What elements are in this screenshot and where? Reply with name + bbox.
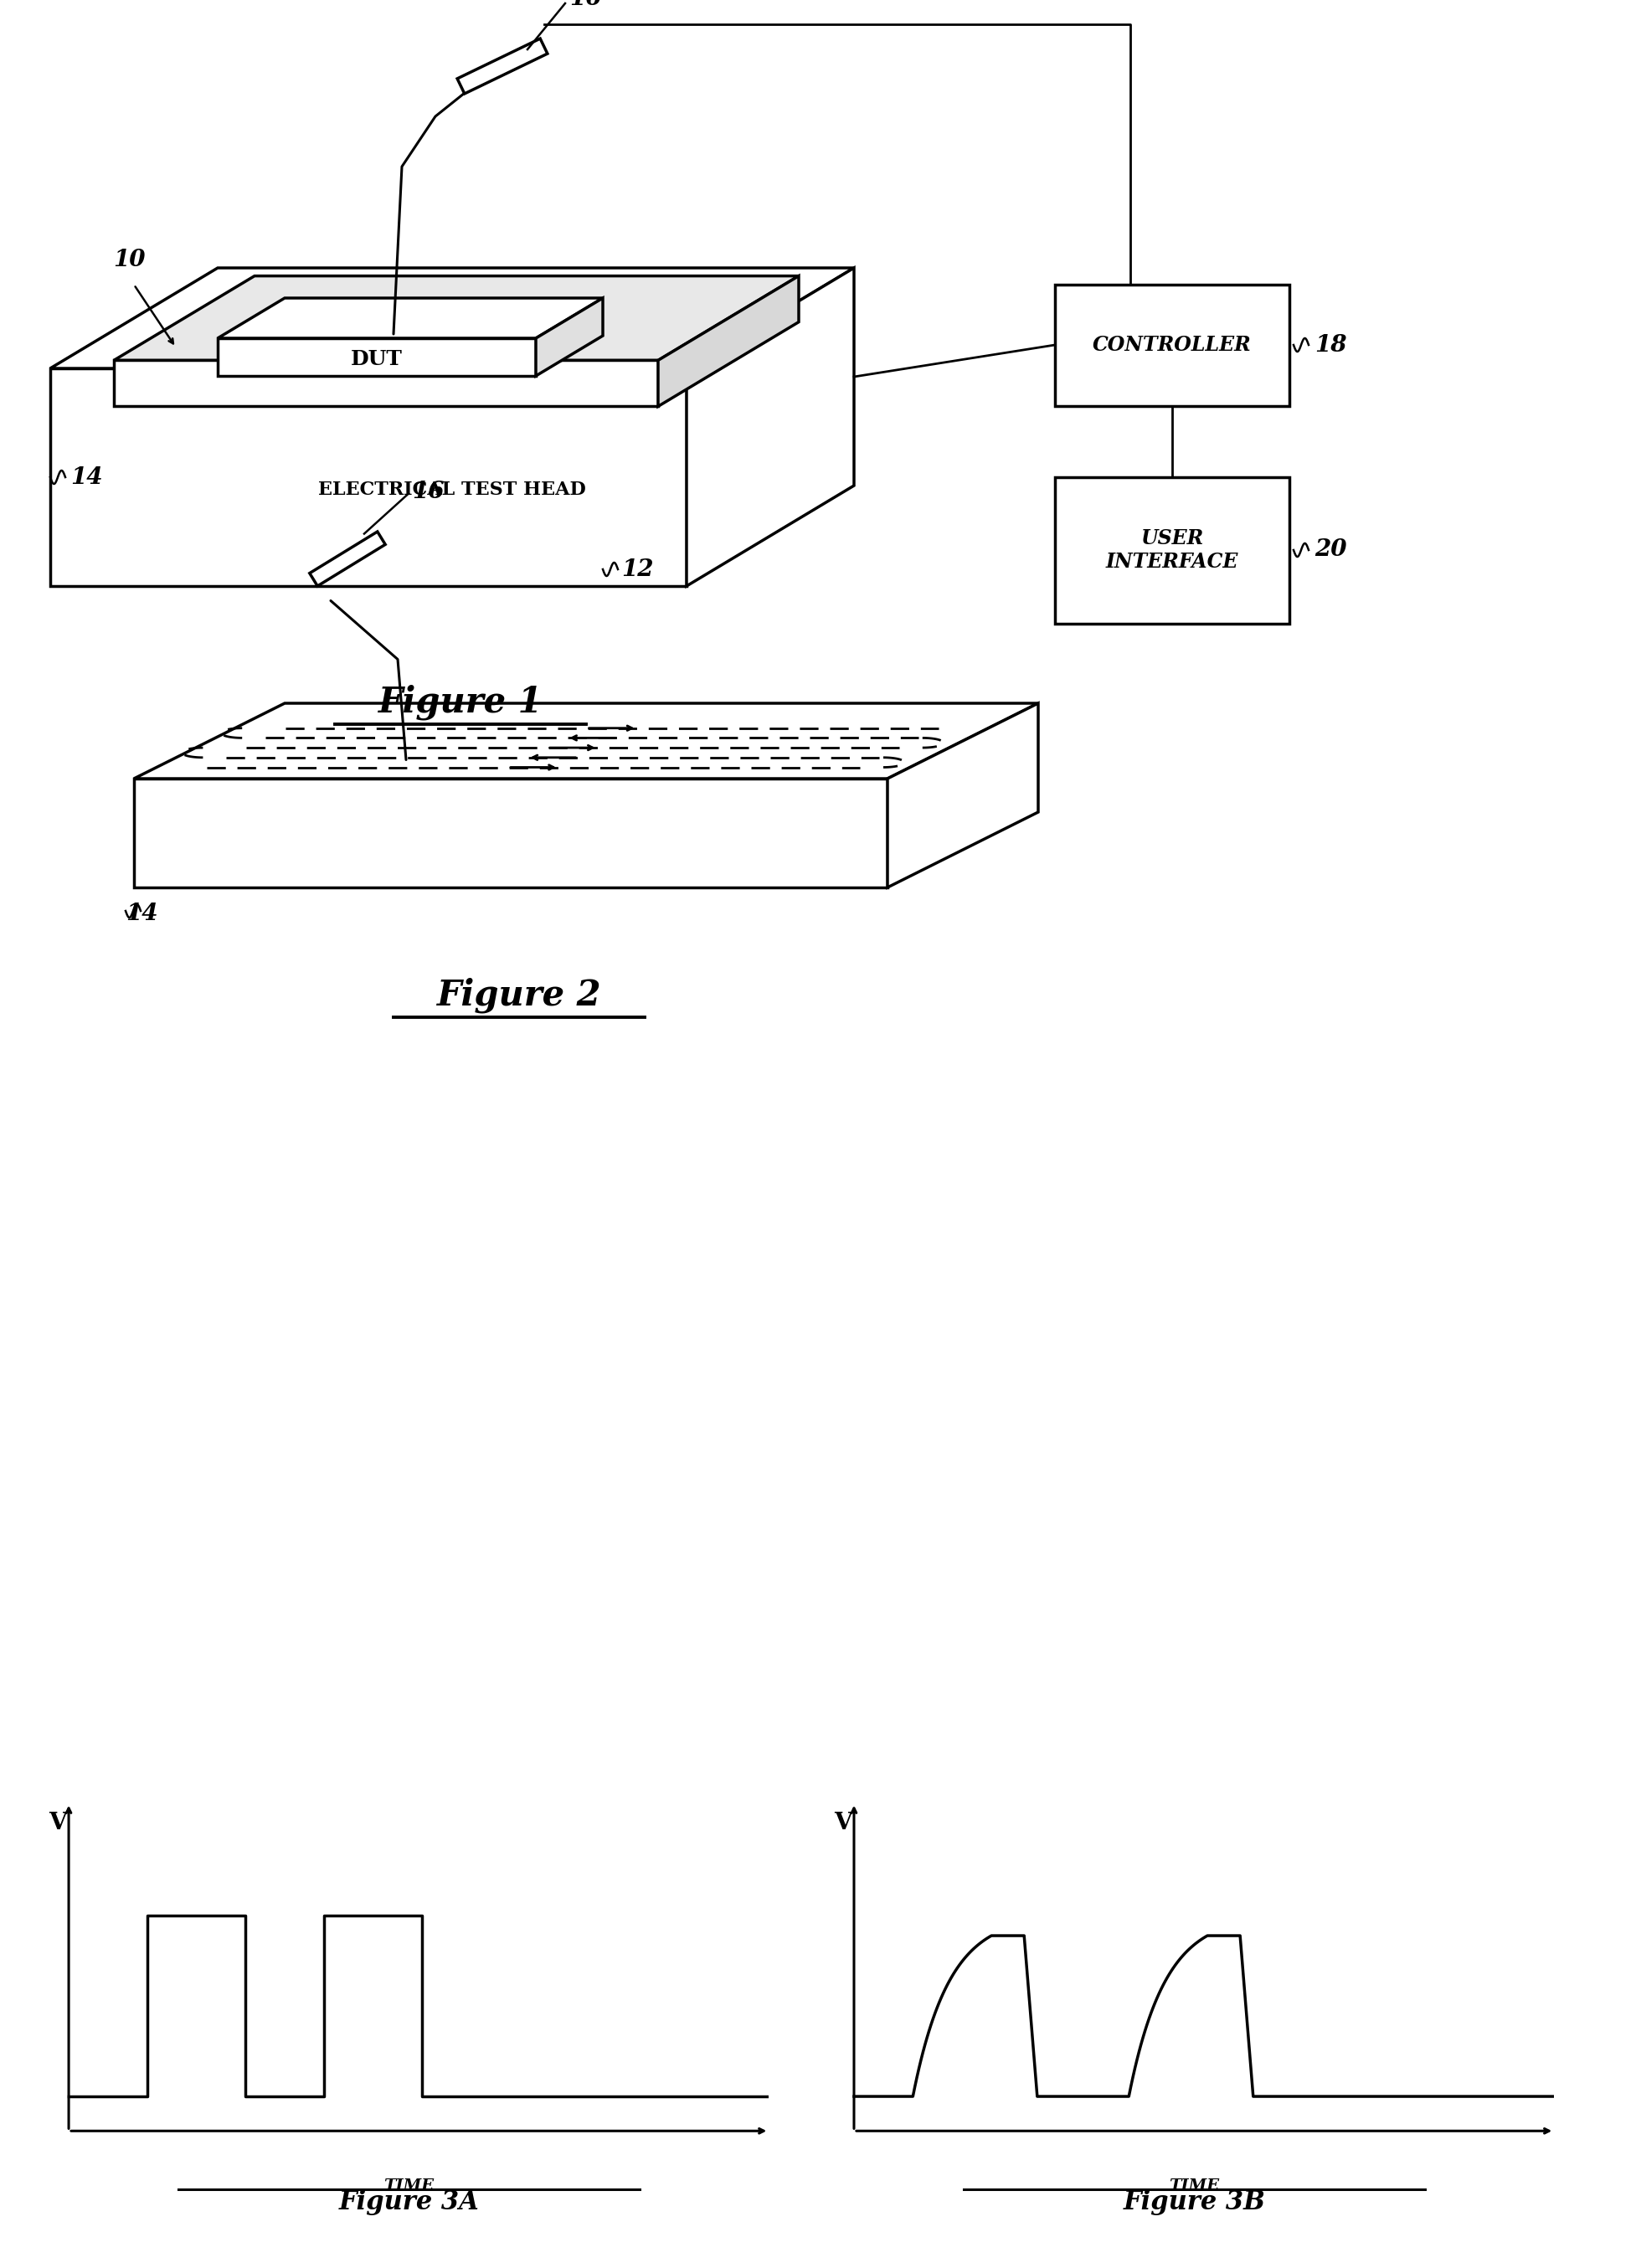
Bar	[1055, 286, 1289, 406]
Text: 20: 20	[1314, 540, 1346, 562]
Text: 16: 16	[412, 481, 443, 503]
Text: Figure 1: Figure 1	[378, 685, 543, 719]
Polygon shape	[218, 297, 602, 338]
Polygon shape	[456, 39, 548, 93]
Polygon shape	[537, 297, 602, 376]
Polygon shape	[887, 703, 1039, 887]
Polygon shape	[309, 531, 386, 585]
Text: ELECTRICAL TEST HEAD: ELECTRICAL TEST HEAD	[317, 481, 586, 499]
Text: 12: 12	[622, 558, 653, 581]
Polygon shape	[51, 367, 687, 585]
Text: TIME: TIME	[384, 2177, 434, 2193]
Polygon shape	[658, 277, 798, 406]
Text: 18: 18	[1314, 333, 1346, 356]
Polygon shape	[687, 268, 854, 585]
Text: DUT: DUT	[350, 349, 402, 370]
Text: 16: 16	[569, 0, 602, 11]
Text: USER
INTERFACE: USER INTERFACE	[1106, 528, 1238, 572]
Text: TIME: TIME	[1170, 2177, 1219, 2193]
Text: 10: 10	[113, 247, 146, 270]
Polygon shape	[134, 703, 1039, 778]
Text: 14: 14	[70, 465, 103, 488]
Polygon shape	[218, 338, 537, 376]
Text: 14: 14	[126, 903, 157, 925]
Text: Figure 2: Figure 2	[437, 978, 602, 1014]
Polygon shape	[134, 778, 887, 887]
Text: V: V	[49, 1812, 67, 1835]
Bar	[1055, 476, 1289, 624]
Text: Figure 3A: Figure 3A	[339, 2189, 479, 2216]
Text: CONTROLLER: CONTROLLER	[1093, 336, 1252, 356]
Polygon shape	[115, 277, 798, 361]
Text: V: V	[834, 1812, 852, 1835]
Polygon shape	[115, 361, 658, 406]
Polygon shape	[51, 268, 854, 367]
Text: Figure 3B: Figure 3B	[1124, 2189, 1265, 2216]
